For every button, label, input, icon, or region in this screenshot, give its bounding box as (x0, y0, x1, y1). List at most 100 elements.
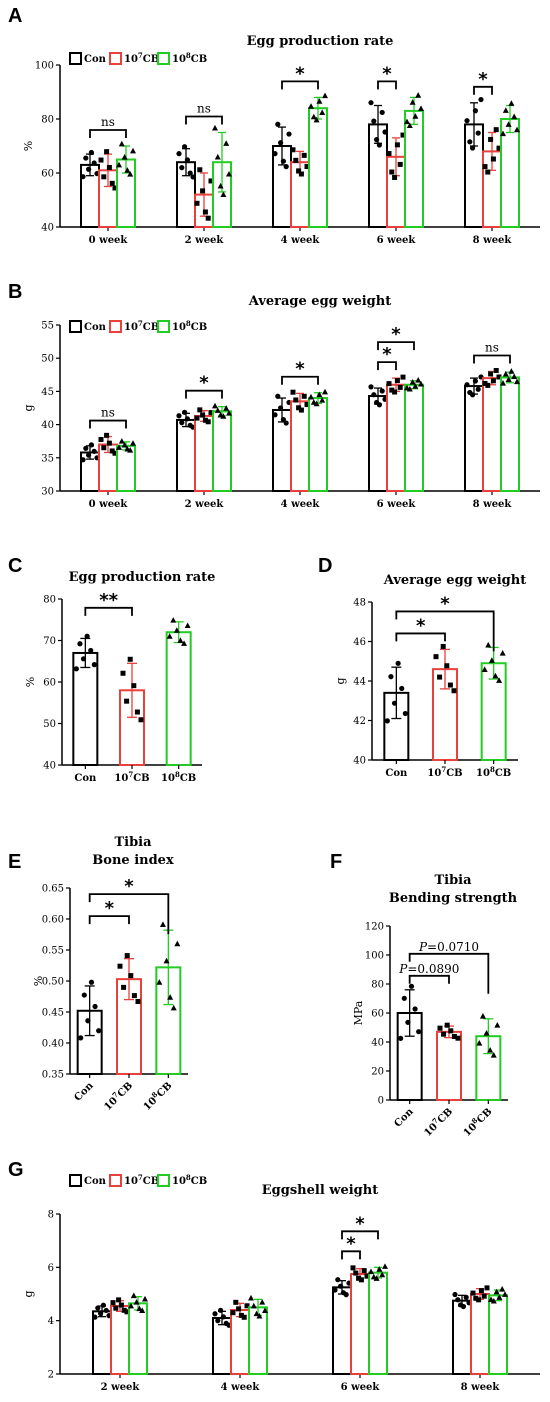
data-point (492, 672, 499, 679)
data-point (220, 1314, 226, 1320)
y-tick-label: 46 (353, 637, 366, 648)
data-point (212, 402, 218, 409)
bar (470, 1293, 490, 1375)
y-tick-label: 0.55 (42, 946, 64, 957)
y-tick-label: 40 (43, 761, 56, 772)
data-point (496, 677, 503, 683)
data-point (389, 169, 395, 175)
panel-letter: A (8, 5, 22, 27)
data-point (382, 1263, 388, 1269)
y-tick-label: 60 (371, 1009, 384, 1020)
data-point (156, 979, 163, 985)
data-point (496, 1294, 503, 1300)
significance-label: * (416, 615, 426, 636)
data-point (394, 378, 400, 384)
data-point (472, 108, 478, 114)
x-tick-label: Con (393, 1106, 417, 1130)
data-point (214, 153, 221, 160)
data-point (241, 1314, 247, 1320)
x-tick-label: 8 week (473, 499, 513, 510)
data-point (202, 417, 208, 423)
data-point (138, 717, 144, 723)
data-point (118, 140, 125, 147)
data-point (478, 1288, 484, 1294)
y-tick-label: 4 (48, 1316, 54, 1327)
significance-bracket (377, 80, 397, 90)
data-point (283, 420, 289, 426)
chart-title: Tibia (114, 835, 152, 850)
significance-label: * (295, 63, 305, 84)
bar (464, 385, 484, 493)
data-point (170, 1004, 177, 1011)
y-tick-label: 35 (41, 453, 54, 464)
data-point (167, 994, 174, 1000)
data-point (124, 1309, 130, 1315)
y-tick-label: 0.50 (42, 977, 64, 988)
data-point (455, 1297, 461, 1303)
data-point (478, 96, 484, 103)
data-point (109, 448, 115, 454)
chart-title: Egg production rate (247, 34, 394, 49)
data-point (386, 151, 392, 157)
data-point (392, 389, 398, 395)
y-tick-label: 80 (41, 115, 54, 126)
y-axis-label: % (22, 141, 35, 151)
legend-swatch (157, 320, 170, 333)
data-point (298, 407, 304, 413)
x-tick-label: 108CB (476, 765, 511, 779)
data-point (505, 376, 512, 382)
bar (404, 109, 424, 228)
data-point (401, 995, 407, 1001)
x-tick-label: 2 week (101, 1382, 141, 1393)
data-point (361, 1268, 367, 1274)
bar (308, 107, 328, 228)
data-point (202, 209, 208, 215)
data-point (220, 191, 227, 198)
data-point (481, 1293, 487, 1299)
data-point (335, 1277, 341, 1283)
data-point (200, 412, 206, 418)
data-point (184, 416, 190, 422)
bar (165, 631, 192, 767)
data-point (343, 1292, 349, 1298)
data-point (338, 1283, 344, 1289)
data-point (319, 396, 326, 403)
significance-bracket (341, 1250, 361, 1260)
data-point (490, 1297, 497, 1304)
legend-swatch (69, 1174, 82, 1187)
significance-label: ns (101, 406, 115, 420)
data-point (371, 118, 377, 124)
data-point (514, 378, 520, 385)
legend-swatch (69, 320, 82, 333)
x-tick-label: 6 week (341, 1382, 381, 1393)
data-point (395, 660, 401, 666)
y-tick-label: 50 (43, 719, 56, 730)
significance-label: P=0.0710 (418, 940, 479, 954)
data-point (84, 633, 90, 639)
data-point (394, 142, 400, 148)
data-point (88, 442, 94, 448)
data-point (412, 113, 419, 119)
legend-swatch (109, 320, 122, 333)
data-point (408, 983, 415, 989)
data-point (482, 380, 488, 386)
data-point (120, 670, 126, 676)
y-tick-label: 40 (41, 223, 54, 234)
significance-label: * (478, 69, 488, 90)
data-point (437, 674, 443, 680)
data-point (275, 121, 281, 127)
data-point (402, 710, 408, 717)
panel-F: F Tibia Bending strength 0 20 40 60 80 100 120 MPa… (330, 851, 518, 1139)
data-point (485, 169, 491, 175)
y-axis-label: g (22, 1290, 35, 1297)
data-point (128, 973, 134, 979)
bar (308, 397, 328, 493)
y-tick-label: 0.60 (42, 915, 64, 926)
significance-label: * (391, 324, 401, 345)
legend-label: 107CB (124, 1173, 159, 1187)
data-point (322, 92, 328, 99)
data-point (400, 374, 406, 380)
y-tick-label: 55 (41, 321, 54, 332)
data-point (116, 161, 122, 168)
